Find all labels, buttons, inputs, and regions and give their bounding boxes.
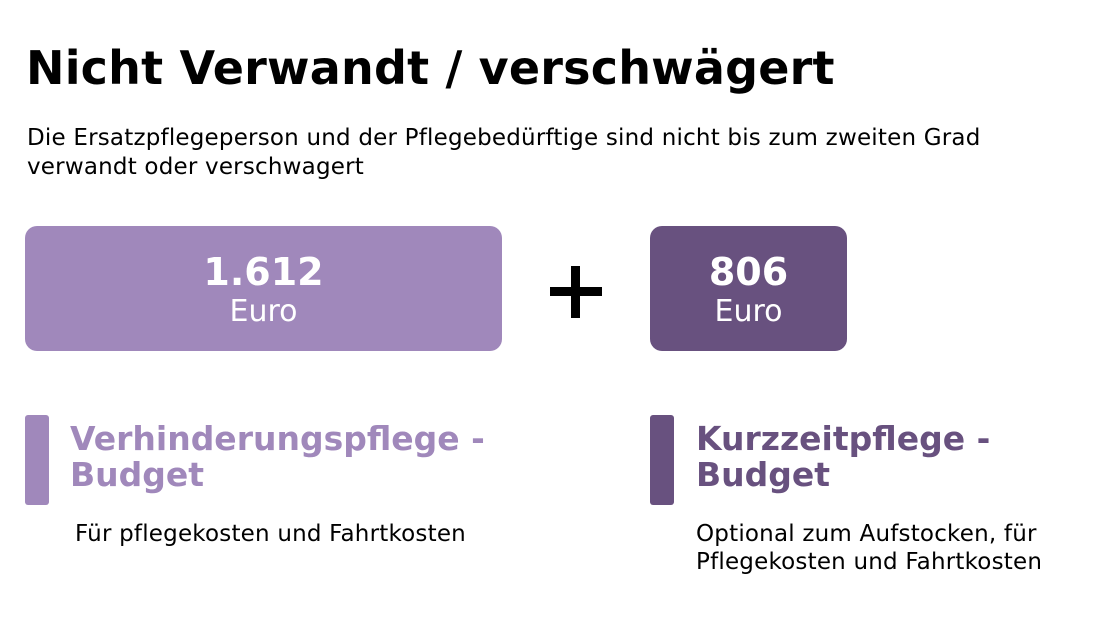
page-title: Nicht Verwandt / verschwägert — [26, 41, 835, 95]
plus-icon — [550, 266, 602, 318]
accent-bar-kurzzeitpflege — [650, 415, 674, 505]
budget-box-kurzzeitpflege: 806 Euro — [650, 226, 847, 351]
plus-icon-vertical-bar — [571, 266, 580, 318]
description-verhinderungspflege: Für pflegekosten und Fahrtkosten — [75, 521, 466, 547]
budget-unit: Euro — [714, 294, 783, 329]
description-kurzzeitpflege: Optional zum Aufstocken, für Pflegekoste… — [696, 521, 1043, 575]
budget-box-verhinderungspflege: 1.612 Euro — [25, 226, 502, 351]
heading-verhinderungspflege: Verhinderungspflege - Budget — [70, 419, 485, 494]
budget-amount: 1.612 — [203, 250, 324, 294]
accent-bar-verhinderungspflege — [25, 415, 49, 505]
page-subtitle: Die Ersatzpflegeperson und der Pflegebed… — [27, 125, 981, 180]
heading-kurzzeitpflege: Kurzzeitpflege - Budget — [696, 419, 991, 494]
budget-amount: 806 — [708, 250, 789, 294]
budget-unit: Euro — [229, 294, 298, 329]
